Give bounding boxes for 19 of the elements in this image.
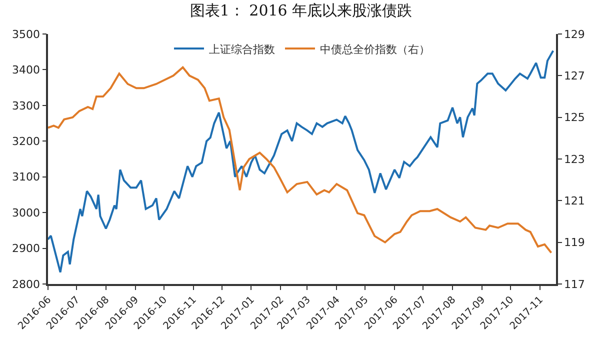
y-tick-label: 3100 xyxy=(12,170,40,184)
y-tick-label: 3000 xyxy=(12,206,40,220)
y2-tick-label: 125 xyxy=(564,111,585,124)
y2-tick-label: 129 xyxy=(564,28,585,41)
y2-tick-label: 117 xyxy=(564,278,585,291)
chart-title: 图表1： 2016 年底以来股涨债跌 xyxy=(190,2,412,20)
y-tick-label: 3200 xyxy=(12,134,40,148)
line-series xyxy=(48,66,552,254)
legend-label: 中债总全价指数（右） xyxy=(320,42,430,56)
y2-tick-label: 119 xyxy=(564,236,585,250)
y2-tick-label: 127 xyxy=(564,70,585,83)
y-tick-label: 3400 xyxy=(12,64,40,77)
y-tick-label: 2800 xyxy=(12,278,40,291)
y2-tick-label: 121 xyxy=(564,194,585,208)
legend-label: 上证综合指数 xyxy=(209,42,275,56)
y-tick-label: 3500 xyxy=(12,28,40,41)
y-tick-label: 2900 xyxy=(12,242,40,256)
y-tick-label: 3300 xyxy=(12,99,40,112)
y2-tick-label: 123 xyxy=(564,152,585,166)
